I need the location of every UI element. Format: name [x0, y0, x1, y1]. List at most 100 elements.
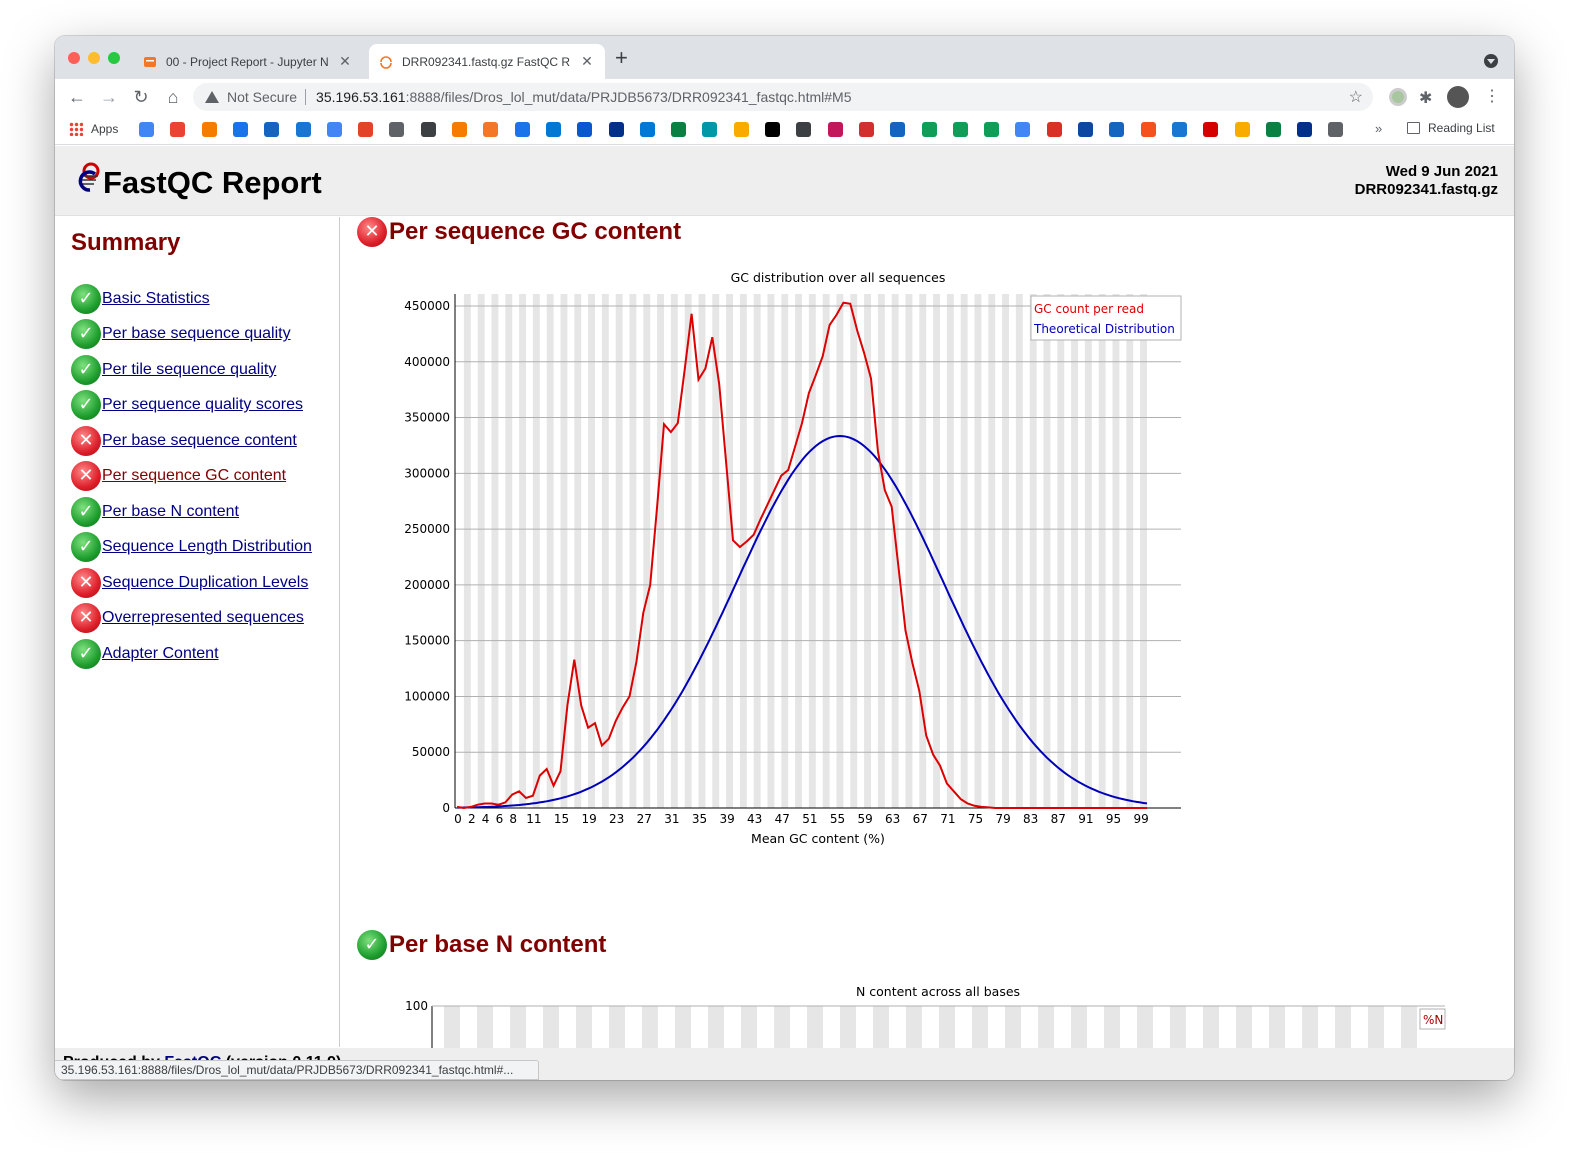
- y-tick-label: 350000: [404, 411, 450, 425]
- bookmark-favicon-icon[interactable]: [389, 122, 405, 137]
- summary-link[interactable]: Per base sequence quality: [102, 325, 291, 343]
- home-icon[interactable]: ⌂: [167, 87, 179, 107]
- x-tick-label: 23: [609, 812, 624, 826]
- tab-fastqc[interactable]: DRR092341.fastq.gz FastQC R ✕: [369, 44, 605, 79]
- new-tab-button[interactable]: +: [615, 45, 628, 70]
- bookmark-favicon-icon[interactable]: [1171, 122, 1187, 137]
- bookmark-favicon-icon[interactable]: [326, 122, 342, 137]
- bookmark-favicon-icon[interactable]: [1265, 122, 1281, 137]
- bookmark-favicon-icon[interactable]: [890, 122, 906, 137]
- chart-stripe: [684, 294, 692, 808]
- bookmark-favicon-icon[interactable]: [921, 122, 937, 137]
- chart-stripe: [1057, 294, 1065, 808]
- forward-arrow-icon[interactable]: →: [100, 87, 118, 107]
- bookmark-favicon-icon[interactable]: [952, 122, 968, 137]
- url-host[interactable]: 35.196.53.161: [316, 89, 406, 105]
- bookmark-favicon-icon[interactable]: [1203, 122, 1219, 137]
- bookmark-favicon-icon[interactable]: [139, 122, 154, 137]
- x-tick-label: 95: [1106, 812, 1121, 826]
- bookmark-apps[interactable]: Apps: [69, 122, 118, 136]
- tab-jupyter[interactable]: 00 - Project Report - Jupyter N ✕: [133, 44, 363, 79]
- bookmark-favicon-icon[interactable]: [514, 122, 530, 137]
- bookmarks-overflow[interactable]: »: [1375, 121, 1383, 136]
- divider: [305, 89, 307, 105]
- bookmark-favicon-icon[interactable]: [170, 122, 186, 137]
- bookmark-favicon-icon[interactable]: [702, 122, 718, 137]
- chart-stripe: [781, 294, 789, 808]
- summary-link[interactable]: Per tile sequence quality: [102, 360, 277, 378]
- bookmark-favicon-icon[interactable]: [671, 122, 687, 137]
- maximize-window-button[interactable]: [108, 52, 120, 64]
- tab-search-icon[interactable]: [1484, 54, 1498, 68]
- bookmark-favicon-icon[interactable]: [483, 122, 499, 137]
- bookmark-favicon-icon[interactable]: [577, 122, 593, 137]
- x-tick-label: 47: [775, 812, 790, 826]
- page-content: FastQC Report Wed 9 Jun 2021 DRR092341.f…: [55, 146, 1514, 1080]
- bookmark-favicon-icon[interactable]: [1015, 122, 1031, 137]
- report-meta: Wed 9 Jun 2021 DRR092341.fastq.gz: [1355, 163, 1498, 199]
- address-bar[interactable]: Not Secure 35.196.53.161:8888/files/Dros…: [193, 83, 1373, 111]
- bookmark-favicon-icon[interactable]: [858, 122, 874, 137]
- close-icon[interactable]: ✕: [581, 53, 593, 69]
- fail-icon: ✕: [71, 425, 101, 456]
- summary-link[interactable]: Sequence Length Distribution: [102, 538, 312, 556]
- bookmark-favicon-icon[interactable]: [295, 122, 311, 137]
- tab-label: 00 - Project Report - Jupyter N: [166, 54, 329, 69]
- summary-link[interactable]: Per base N content: [102, 502, 239, 520]
- bookmark-favicon-icon[interactable]: [1109, 122, 1125, 137]
- bookmark-favicon-icon[interactable]: [452, 122, 467, 137]
- bookmark-favicon-icon[interactable]: [1140, 122, 1156, 137]
- pass-icon: ✓: [71, 354, 101, 385]
- bookmark-favicon-icon[interactable]: [608, 122, 624, 137]
- chart-title: N content across all bases: [856, 984, 1020, 999]
- bookmark-favicon-icon[interactable]: [639, 122, 655, 137]
- y-tick-label: 100000: [404, 689, 450, 703]
- bookmark-favicon-icon[interactable]: [264, 122, 280, 137]
- summary-link[interactable]: Per sequence quality scores: [102, 396, 303, 414]
- bookmark-favicon-icon[interactable]: [420, 122, 436, 137]
- bookmark-favicon-icon[interactable]: [1328, 122, 1344, 137]
- minimize-window-button[interactable]: [88, 52, 100, 64]
- bookmark-favicon-icon[interactable]: [1046, 122, 1062, 137]
- bookmark-favicon-icon[interactable]: [358, 122, 374, 137]
- back-arrow-icon[interactable]: ←: [68, 87, 86, 107]
- summary-link[interactable]: Overrepresented sequences: [102, 609, 304, 627]
- bookmark-favicon-icon[interactable]: [733, 122, 749, 137]
- close-icon[interactable]: ✕: [339, 53, 351, 69]
- bookmark-favicon-icon[interactable]: [796, 122, 812, 137]
- puzzle-icon[interactable]: ✱: [1419, 90, 1433, 107]
- bookmark-favicon-icon[interactable]: [201, 122, 217, 137]
- bookmark-star-icon[interactable]: ☆: [1348, 89, 1363, 106]
- x-tick-label: 99: [1133, 812, 1148, 826]
- summary-link[interactable]: Basic Statistics: [102, 289, 210, 307]
- close-window-button[interactable]: [68, 52, 80, 64]
- bookmark-favicon-icon[interactable]: [984, 122, 1000, 137]
- summary-link[interactable]: Per sequence GC content: [102, 467, 287, 485]
- chart-stripe: [726, 294, 733, 808]
- bookmark-favicon-icon[interactable]: [1297, 122, 1313, 137]
- browser-window: 00 - Project Report - Jupyter N ✕ DRR092…: [55, 36, 1514, 1080]
- summary-link[interactable]: Adapter Content: [102, 644, 219, 662]
- fastqc-logo-icon: [78, 162, 100, 192]
- chart-stripe: [1084, 294, 1092, 808]
- tab-label: DRR092341.fastq.gz FastQC R: [402, 54, 571, 69]
- url-path[interactable]: :8888/files/Dros_lol_mut/data/PRJDB5673/…: [405, 89, 852, 105]
- security-label[interactable]: Not Secure: [227, 89, 298, 105]
- bookmark-favicon-icon[interactable]: [765, 122, 780, 137]
- chart-stripe: [905, 294, 913, 808]
- extension-icon[interactable]: [1389, 88, 1407, 106]
- warning-icon[interactable]: [205, 91, 219, 103]
- bookmark-favicon-icon[interactable]: [1078, 122, 1093, 137]
- reading-list-button[interactable]: Reading List: [1407, 121, 1495, 135]
- x-tick-label: 55: [830, 812, 845, 826]
- bookmark-favicon-icon[interactable]: [827, 122, 843, 137]
- summary-link[interactable]: Per base sequence content: [102, 431, 297, 449]
- reload-icon[interactable]: ↻: [133, 87, 149, 107]
- summary-link[interactable]: Sequence Duplication Levels: [102, 573, 309, 591]
- bookmark-favicon-icon[interactable]: [232, 122, 248, 137]
- bookmark-favicon-icon[interactable]: [545, 122, 561, 137]
- profile-avatar[interactable]: [1447, 86, 1469, 108]
- chart-stripe: [850, 294, 858, 808]
- menu-kebab-icon[interactable]: ⋮: [1484, 88, 1500, 105]
- bookmark-favicon-icon[interactable]: [1234, 122, 1250, 137]
